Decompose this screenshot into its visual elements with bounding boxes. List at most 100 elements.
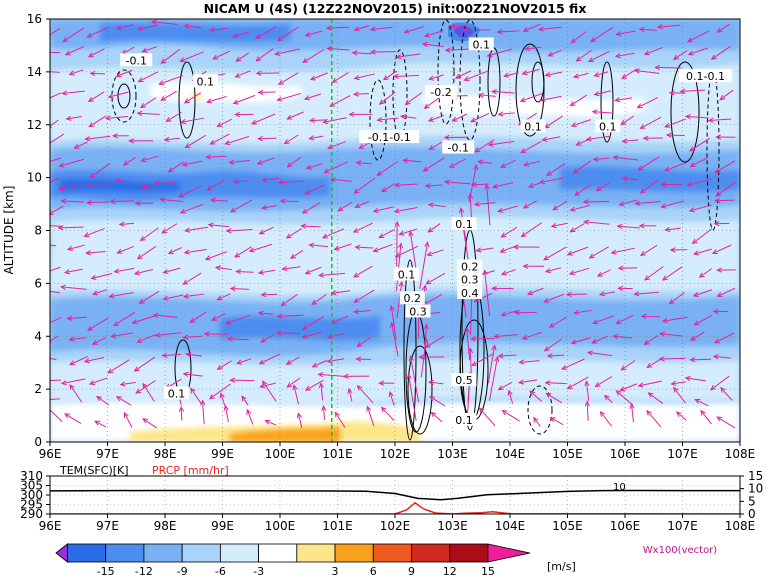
- wind-vector: [116, 396, 132, 406]
- y-tick-label: 310: [20, 469, 43, 483]
- wind-vector: [205, 251, 228, 260]
- wind-vector: [326, 26, 349, 29]
- wind-vector-head: [311, 299, 318, 306]
- wind-vector: [571, 337, 591, 344]
- wind-vector: [373, 243, 393, 252]
- wind-vector: [713, 355, 731, 359]
- wind-vector: [168, 161, 184, 173]
- colorbar-swatch: [372, 543, 412, 563]
- wind-vector-head: [216, 122, 223, 127]
- wind-vector-head: [454, 73, 461, 79]
- wind-vector-head: [670, 380, 677, 386]
- wind-vector: [310, 119, 327, 122]
- wind-vector: [181, 117, 205, 123]
- wind-vector: [522, 68, 540, 75]
- wind-vector-head: [546, 170, 553, 176]
- wind-vector-head: [663, 166, 670, 172]
- wind-vector: [50, 244, 57, 247]
- wind-vector-head: [236, 359, 243, 365]
- wind-vector: [334, 412, 346, 428]
- wind-vector-head: [280, 300, 287, 307]
- wind-vector: [422, 43, 444, 48]
- wind-vector-head: [430, 411, 437, 418]
- wind-vector-head: [499, 248, 506, 253]
- wind-vector: [616, 30, 636, 35]
- wind-vector-head: [548, 322, 555, 328]
- wind-vector: [615, 52, 635, 57]
- x-tick-label: 97E: [96, 447, 119, 461]
- wind-vector-head: [63, 269, 71, 275]
- wind-vector-head: [633, 291, 640, 297]
- wind-vector-head: [321, 233, 328, 239]
- wind-vector-head: [115, 25, 122, 31]
- wind-vector: [688, 47, 709, 55]
- wind-vector-head: [296, 412, 302, 419]
- wind-vector-head: [716, 267, 723, 273]
- wind-vector-head: [451, 116, 458, 122]
- wind-vector-head: [321, 404, 327, 411]
- wind-vector-head: [216, 364, 223, 370]
- wind-vector-head: [406, 373, 412, 380]
- wind-vector-head: [444, 47, 451, 53]
- wind-vector: [546, 163, 566, 176]
- wind-vector-head: [713, 221, 720, 227]
- wind-vector-head: [522, 203, 529, 209]
- wind-vector: [354, 177, 376, 194]
- wind-vector: [186, 353, 203, 357]
- wind-vector-head: [308, 117, 315, 124]
- wind-vector-head: [638, 26, 645, 33]
- wind-vector: [594, 90, 612, 96]
- wind-vector-head: [575, 140, 582, 146]
- wind-vector: [712, 244, 732, 254]
- wind-vector: [256, 48, 274, 62]
- wind-vector: [401, 115, 417, 119]
- wind-vector: [64, 413, 82, 424]
- wind-vector-head: [497, 353, 504, 359]
- wind-vector-head: [189, 317, 196, 323]
- wind-vector-head: [421, 284, 428, 291]
- wind-vector-head: [57, 225, 64, 231]
- wind-vector-head: [594, 381, 601, 388]
- x-tick-label: 106E: [610, 447, 641, 461]
- wind-vector-head: [88, 122, 95, 128]
- colorbar-swatch: [219, 543, 259, 563]
- wind-vector-head: [394, 220, 400, 227]
- wind-vector-head: [331, 77, 338, 83]
- wind-vector: [168, 247, 182, 255]
- wind-vector-head: [108, 293, 115, 299]
- wind-vector-head: [687, 50, 694, 56]
- wind-vector: [132, 315, 156, 324]
- contour-label: 0.1: [524, 120, 542, 133]
- wind-vector: [109, 292, 134, 298]
- wind-vector-head: [636, 103, 643, 109]
- wind-vector-head: [241, 395, 247, 402]
- wind-vector-head: [119, 381, 126, 387]
- wind-vector-head: [59, 284, 66, 290]
- x-tick-label: 100E: [265, 447, 296, 461]
- wind-vector: [685, 377, 706, 382]
- wind-vector-head: [94, 420, 101, 426]
- colorbar-swatch: [334, 543, 374, 563]
- wind-vector-head: [643, 339, 650, 345]
- wind-vector: [142, 46, 158, 53]
- wind-vector-head: [353, 309, 360, 315]
- y-tick-label: 14: [27, 65, 42, 79]
- wind-vector: [309, 135, 324, 140]
- right-axis-label: PRCP [mm/hr]: [152, 464, 229, 477]
- wind-vector: [323, 117, 347, 123]
- wind-vector: [631, 404, 634, 423]
- wind-vector-head: [544, 71, 551, 78]
- wind-vector-head: [225, 228, 232, 234]
- shade-warm: [230, 427, 340, 442]
- wind-vector: [50, 157, 62, 162]
- wind-vector-head: [423, 337, 429, 344]
- wind-vector: [452, 113, 468, 122]
- wind-vector-head: [378, 233, 385, 239]
- wind-vector: [180, 203, 204, 214]
- wind-vector-head: [596, 271, 603, 277]
- wind-vector-head: [289, 253, 296, 259]
- wind-vector-head: [543, 255, 550, 261]
- wind-vector: [539, 177, 564, 183]
- wind-vector: [405, 92, 423, 105]
- wind-vector-head: [424, 183, 431, 189]
